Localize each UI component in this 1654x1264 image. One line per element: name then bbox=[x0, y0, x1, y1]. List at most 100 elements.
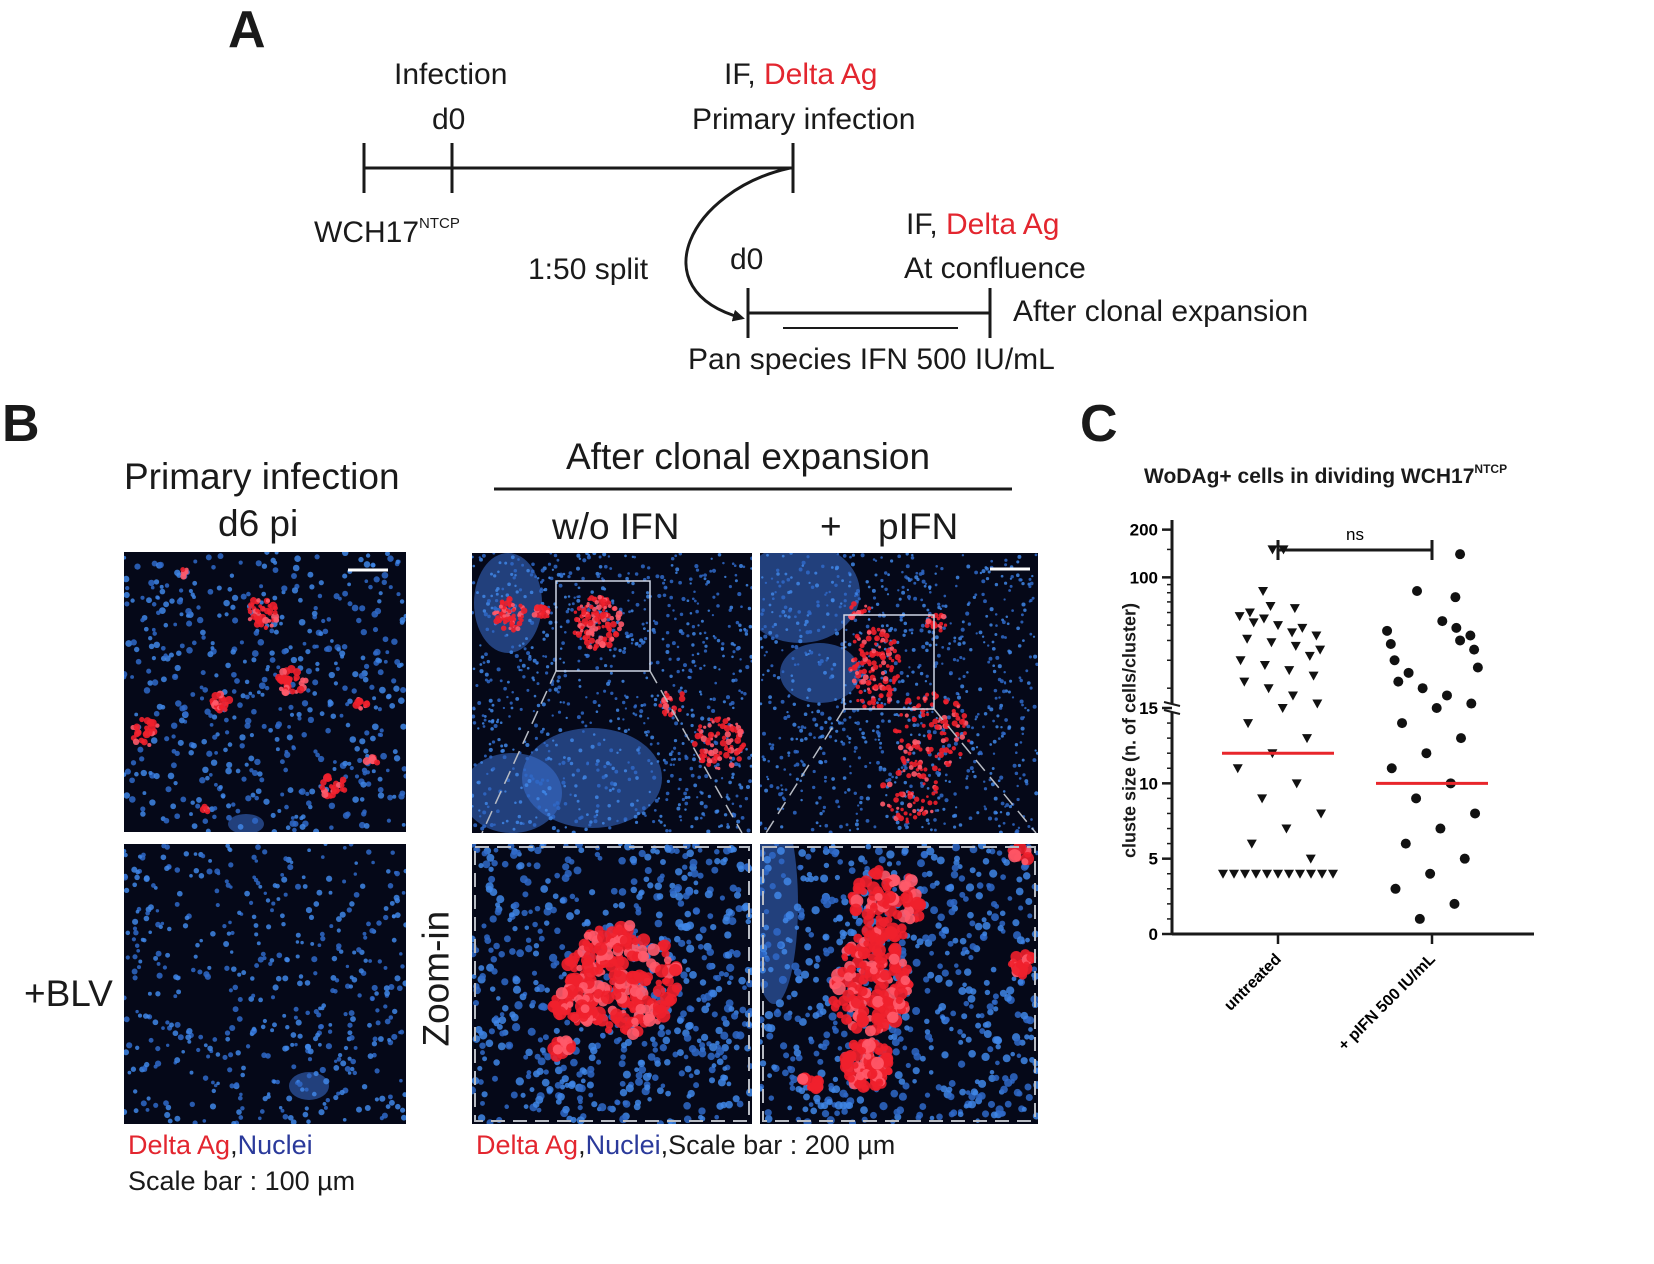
after-clonal-expansion-label: After clonal expansion bbox=[1013, 295, 1309, 328]
zoom-guide bbox=[649, 670, 743, 833]
data-point bbox=[1258, 614, 1269, 624]
data-point bbox=[1246, 839, 1257, 849]
data-point bbox=[1451, 622, 1462, 633]
legend-left-nuclei: Nuclei bbox=[237, 1130, 313, 1160]
pifn-label: pIFN bbox=[878, 506, 959, 547]
x-tick-label: + pIFN 500 IU/mL bbox=[1335, 951, 1439, 1055]
data-point bbox=[1312, 699, 1323, 709]
data-point bbox=[1287, 628, 1298, 638]
chart-title-text: WoDAg+ cells in dividing WCH17 bbox=[1144, 465, 1475, 488]
data-point bbox=[1455, 549, 1466, 560]
zoom-guide bbox=[765, 708, 845, 833]
micrograph-wo-ifn-zoom bbox=[472, 844, 752, 1124]
data-point bbox=[1258, 587, 1269, 597]
y-tick-label: 200 bbox=[1130, 521, 1158, 540]
cell-line-name: WCH17 bbox=[314, 216, 420, 249]
data-point bbox=[1243, 719, 1254, 729]
data-point bbox=[1459, 853, 1470, 864]
data-point bbox=[1389, 655, 1400, 666]
delta-ag-label-2: Delta Ag bbox=[946, 208, 1060, 241]
ifn-treatment-label: Pan species IFN 500 IU/mL bbox=[688, 343, 1055, 376]
data-point bbox=[1266, 638, 1277, 648]
data-point bbox=[1455, 635, 1466, 646]
d0-top-label: d0 bbox=[432, 103, 466, 136]
data-point bbox=[1287, 691, 1298, 701]
data-point bbox=[1242, 634, 1253, 644]
micrograph-primary-infection bbox=[124, 552, 406, 832]
panel-label-c: C bbox=[1080, 395, 1118, 453]
zoom-region-box bbox=[555, 580, 651, 672]
data-point bbox=[1284, 869, 1294, 879]
wo-ifn-label: w/o IFN bbox=[552, 506, 680, 547]
data-point bbox=[1278, 545, 1289, 555]
split-arrow bbox=[684, 166, 791, 322]
zoom-guide bbox=[481, 670, 557, 833]
if-label: IF, bbox=[724, 58, 765, 91]
data-point bbox=[1304, 651, 1315, 661]
data-point bbox=[1431, 703, 1442, 713]
data-point bbox=[1425, 868, 1436, 879]
infection-label: Infection bbox=[394, 58, 508, 91]
data-point bbox=[1449, 898, 1460, 909]
x-tick-label: untreated bbox=[1221, 951, 1285, 1015]
data-point bbox=[1265, 601, 1276, 611]
data-point bbox=[1469, 644, 1480, 655]
if-label-2: IF, bbox=[906, 208, 947, 241]
data-point bbox=[1244, 608, 1255, 618]
zoom-in-label: Zoom-in bbox=[415, 910, 457, 1047]
data-point bbox=[1417, 683, 1428, 694]
data-point bbox=[1248, 618, 1259, 628]
data-point bbox=[1472, 662, 1483, 673]
data-point bbox=[1386, 763, 1397, 774]
cluster-size-chart: 0 5 10 15 100 200 untreated + pIFN 500 IU/mL ns bbox=[1130, 520, 1534, 1055]
data-point bbox=[1295, 869, 1305, 879]
data-point bbox=[1317, 869, 1327, 879]
micrograph-texture bbox=[472, 553, 752, 833]
micrograph-texture bbox=[760, 553, 1038, 833]
data-point bbox=[1290, 641, 1301, 651]
data-point bbox=[1251, 869, 1261, 879]
data-point bbox=[1240, 869, 1250, 879]
d0-bottom-label: d0 bbox=[730, 243, 764, 276]
data-point bbox=[1400, 838, 1411, 849]
micrograph-pifn bbox=[760, 553, 1038, 833]
data-point bbox=[1305, 854, 1316, 864]
data-point bbox=[1262, 869, 1272, 879]
legend-right-scale: ,Scale bar : 200 µm bbox=[660, 1130, 896, 1160]
data-point bbox=[1470, 808, 1481, 819]
panel-label-b: B bbox=[2, 395, 40, 453]
legend-right-comma: , bbox=[578, 1130, 586, 1160]
data-point bbox=[1441, 690, 1452, 701]
legend-left-delta: Delta Ag bbox=[128, 1130, 231, 1160]
primary-infection-label: Primary infection bbox=[692, 103, 916, 136]
data-point bbox=[1412, 586, 1423, 597]
data-point bbox=[1289, 604, 1300, 614]
data-point bbox=[1328, 869, 1338, 879]
y-tick-label: 5 bbox=[1149, 850, 1158, 869]
clonal-expansion-title: After clonal expansion bbox=[566, 436, 931, 477]
if-delta-ag-bottom: IF, Delta Ag bbox=[906, 210, 1059, 240]
legend-left-scale: Scale bar : 100 µm bbox=[128, 1166, 356, 1196]
zoom-guide bbox=[933, 708, 1037, 833]
data-point bbox=[1316, 809, 1327, 819]
cell-line-superscript: NTCP bbox=[419, 215, 460, 232]
split-label: 1:50 split bbox=[528, 253, 649, 286]
data-point bbox=[1267, 545, 1278, 555]
legend-right-delta: Delta Ag bbox=[476, 1130, 579, 1160]
data-point bbox=[1229, 869, 1239, 879]
legend-left-channels: Delta Ag,Nuclei bbox=[128, 1132, 313, 1159]
significance-label: ns bbox=[1346, 525, 1364, 544]
data-point bbox=[1385, 638, 1396, 649]
data-point bbox=[1382, 625, 1393, 636]
data-point bbox=[1414, 913, 1425, 924]
micrograph-texture bbox=[124, 552, 406, 832]
data-point bbox=[1284, 666, 1295, 676]
data-point bbox=[1308, 671, 1319, 681]
zoom-region-box bbox=[843, 614, 935, 710]
zoom-frame bbox=[762, 846, 1036, 1122]
data-point bbox=[1435, 823, 1446, 834]
data-point bbox=[1259, 661, 1270, 671]
data-point bbox=[1291, 779, 1302, 789]
y-tick-label: 15 bbox=[1139, 699, 1158, 718]
clonal-title-underline bbox=[494, 487, 1012, 491]
